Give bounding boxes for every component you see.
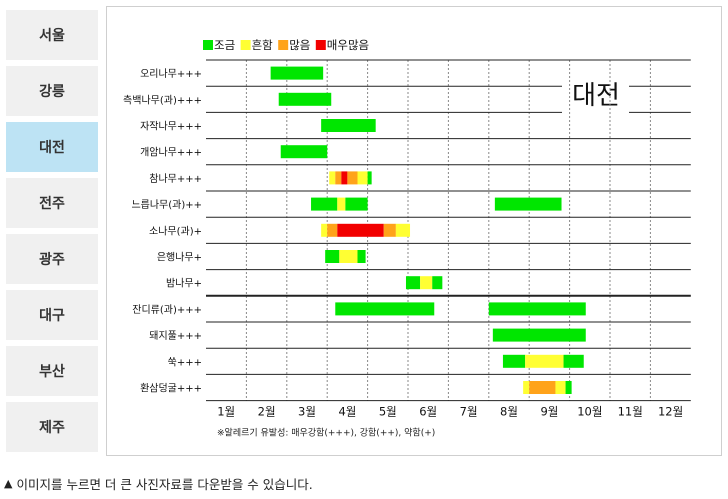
- month-label: 5월: [379, 405, 397, 419]
- legend-label-0: 조금: [214, 38, 235, 52]
- month-label: 8월: [500, 405, 518, 419]
- pollen-bar: [555, 381, 566, 394]
- legend-label-3: 매우많음: [327, 38, 369, 52]
- pollen-bar: [325, 250, 340, 263]
- pollen-bar: [420, 276, 433, 290]
- legend-swatch-0: [203, 40, 213, 50]
- month-label: 11월: [618, 405, 643, 419]
- row-label: 느릅나무(과)++: [131, 199, 202, 211]
- pollen-bar: [432, 276, 443, 290]
- pollen-bar: [494, 197, 562, 211]
- month-label: 9월: [540, 405, 558, 419]
- pollen-bar: [405, 276, 421, 290]
- row-label: 참나무+++: [149, 173, 202, 185]
- city-tab-2[interactable]: 대전: [6, 122, 98, 172]
- pollen-bar: [383, 223, 396, 237]
- month-label: 4월: [338, 405, 356, 419]
- city-tab-5[interactable]: 대구: [6, 290, 98, 340]
- pollen-bar: [502, 354, 526, 368]
- city-tab-4[interactable]: 광주: [6, 234, 98, 284]
- footer-text: 이미지를 누르면 더 큰 사진자료를 다운받을 수 있습니다.: [16, 477, 313, 492]
- month-label: 12월: [658, 405, 683, 419]
- pollen-bar: [321, 223, 328, 237]
- pollen-bar: [357, 250, 366, 263]
- row-label: 은행나무+: [157, 252, 202, 264]
- row-label: 소나무(과)+: [149, 225, 202, 237]
- city-tab-1[interactable]: 강릉: [6, 66, 98, 116]
- chart-title-box: [562, 80, 629, 114]
- pollen-bar: [337, 197, 346, 211]
- month-label: 10월: [577, 405, 602, 419]
- row-label: 오리나무+++: [140, 68, 202, 80]
- city-tab-0[interactable]: 서울: [6, 10, 98, 60]
- pollen-bar: [280, 145, 328, 159]
- pollen-bar: [321, 119, 376, 132]
- row-label: 쑥+++: [168, 356, 202, 368]
- pollen-bar: [345, 197, 368, 211]
- pollen-bar: [335, 171, 342, 185]
- row-label: 밤나무+: [166, 278, 202, 290]
- pollen-bar: [565, 381, 572, 394]
- month-label: 1월: [217, 405, 235, 419]
- pollen-bar: [367, 171, 372, 185]
- pollen-bar: [311, 197, 338, 211]
- month-label: 6월: [419, 405, 437, 419]
- row-label: 개암나무+++: [140, 147, 202, 159]
- legend-swatch-1: [240, 40, 251, 50]
- pollen-bar: [347, 171, 358, 185]
- triangle-up-icon: ▲: [4, 477, 13, 490]
- pollen-bar: [278, 92, 332, 106]
- city-tab-3[interactable]: 전주: [6, 178, 98, 228]
- month-label: 2월: [258, 405, 276, 419]
- pollen-bar: [525, 354, 564, 368]
- city-tab-6[interactable]: 부산: [6, 346, 98, 396]
- row-label: 측백나무(과)+++: [123, 94, 202, 106]
- footer-note: ▲ 이미지를 누르면 더 큰 사진자료를 다운받을 수 있습니다.: [4, 474, 313, 493]
- pollen-bar: [337, 223, 384, 237]
- pollen-bar: [270, 66, 324, 80]
- pollen-bar: [357, 171, 368, 185]
- allergen-footnote: ※알레르기 유발성: 매우강함(+++), 강함(++), 약함(+): [217, 427, 435, 439]
- legend-swatch-3: [315, 40, 326, 50]
- pollen-bar: [335, 302, 435, 316]
- pollen-bar: [339, 250, 358, 263]
- legend-label-1: 흔함: [252, 38, 274, 52]
- pollen-bar: [329, 171, 336, 185]
- month-label: 3월: [298, 405, 316, 419]
- pollen-bar: [395, 223, 411, 237]
- pollen-bar: [488, 302, 586, 316]
- legend-swatch-2: [278, 40, 289, 50]
- pollen-bar: [529, 381, 556, 394]
- pollen-bar: [327, 223, 338, 237]
- city-tab-7[interactable]: 제주: [6, 402, 98, 452]
- legend-label-2: 많음: [289, 38, 310, 52]
- row-label: 돼지풀+++: [149, 330, 202, 342]
- month-label: 7월: [460, 405, 478, 419]
- row-label: 잔디류(과)+++: [132, 304, 202, 316]
- pollen-bar: [563, 354, 584, 368]
- chart-title: 대전: [572, 81, 620, 111]
- row-label: 자작나무+++: [140, 121, 202, 133]
- pollen-bar: [341, 171, 348, 185]
- row-label: 환삼덩굴+++: [140, 383, 202, 395]
- pollen-bar: [492, 328, 586, 342]
- pollen-bar: [523, 381, 530, 394]
